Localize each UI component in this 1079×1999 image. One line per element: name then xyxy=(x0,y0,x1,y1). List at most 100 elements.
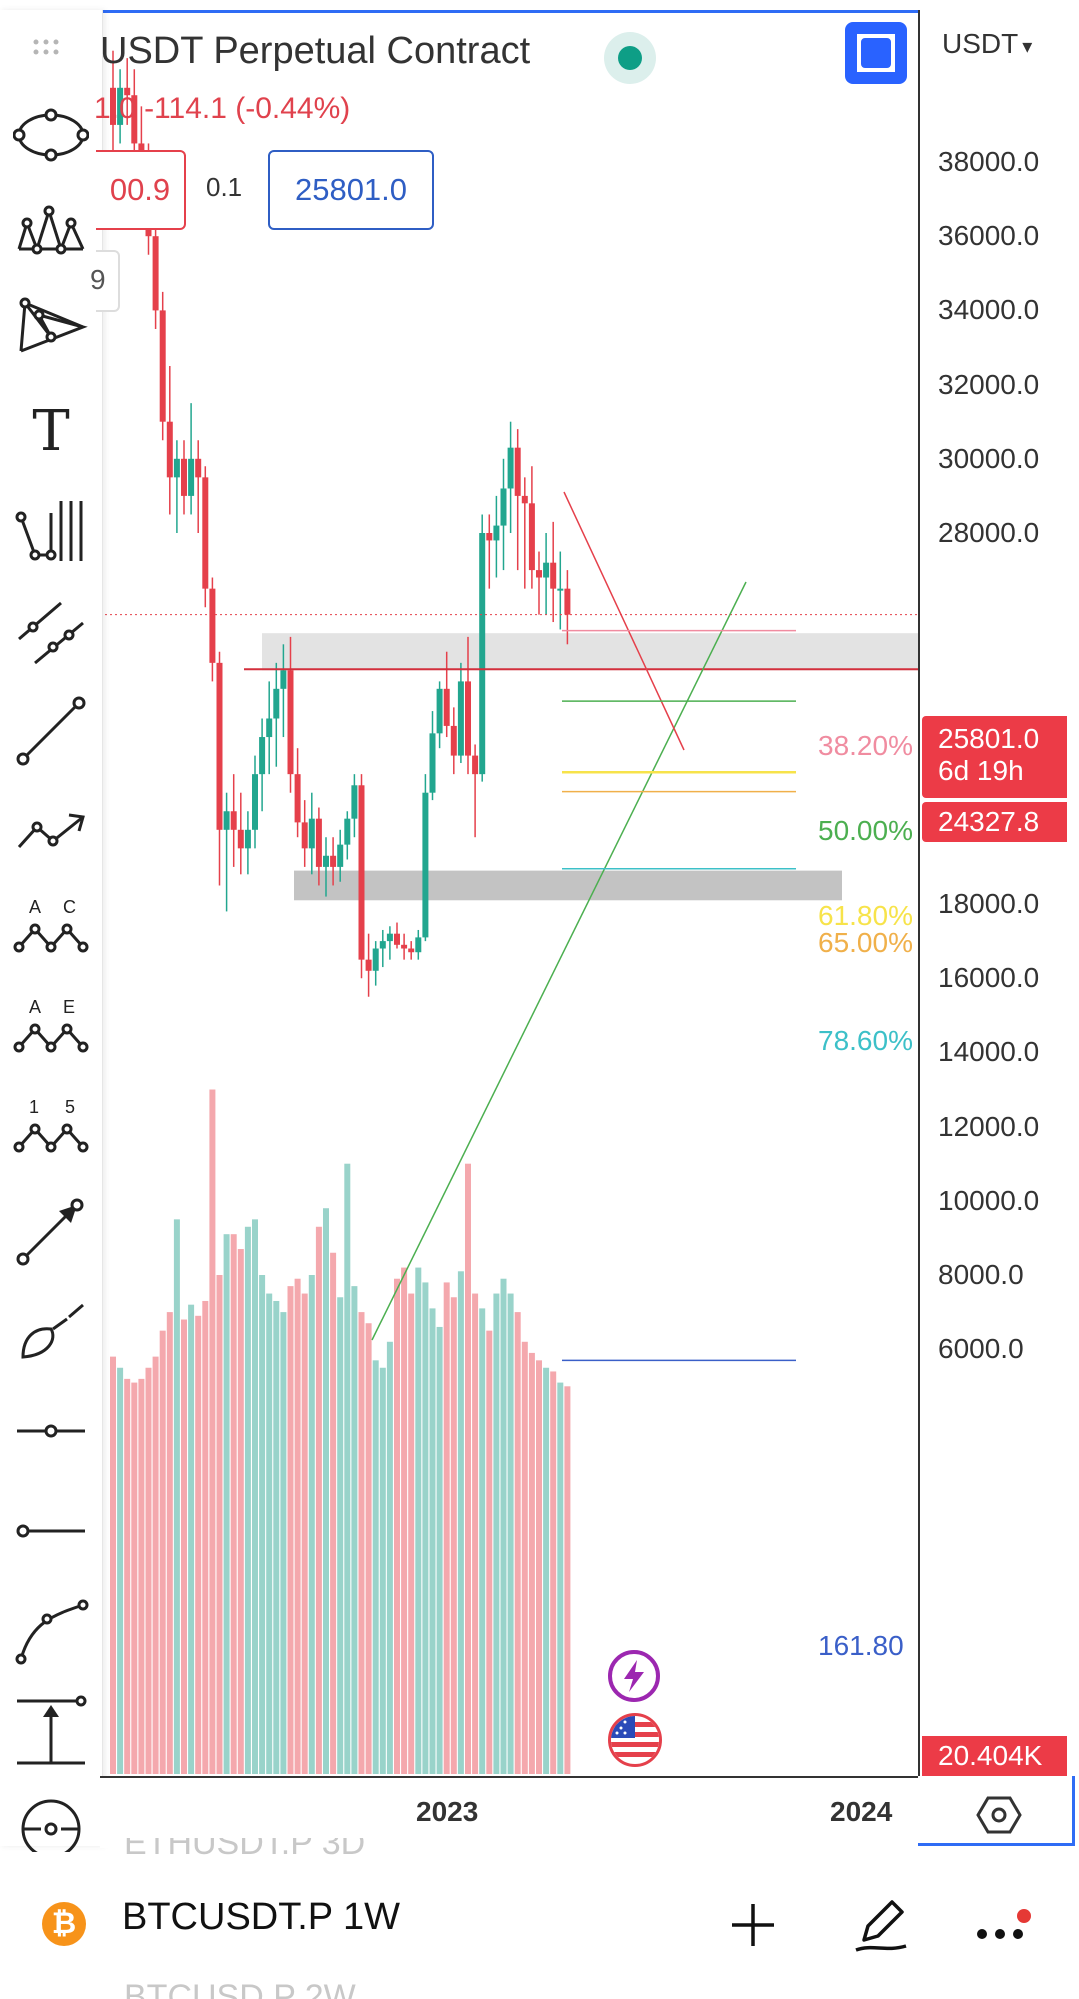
head-shoulders-tool-icon[interactable] xyxy=(10,190,92,272)
prev-symbol-row[interactable]: ETHUSDT.P 3D xyxy=(124,1838,365,1862)
ellipse-tool-icon[interactable] xyxy=(10,92,92,174)
horizontal-ray-tool-icon[interactable] xyxy=(10,1390,92,1472)
candle-body xyxy=(266,718,273,738)
more-dots-icon[interactable] xyxy=(974,1908,1036,1948)
volume-bar xyxy=(237,1249,244,1774)
volume-bar xyxy=(124,1378,131,1774)
buy-price: 25801.0 xyxy=(294,172,408,207)
price-chart[interactable] xyxy=(0,0,1079,1852)
candle-body xyxy=(131,95,138,144)
time-axis[interactable] xyxy=(100,1776,918,1848)
vertical-measure-tool-icon[interactable] xyxy=(10,1690,92,1772)
indicator-pill-text: 9 xyxy=(90,264,106,295)
indicator-pill[interactable]: 9 xyxy=(90,250,120,312)
volume-bar xyxy=(173,1219,180,1774)
volume-bar xyxy=(117,1367,124,1774)
fib-level-label: 61.80% xyxy=(818,900,913,931)
next-interval: 2W xyxy=(304,1978,356,1999)
volume-bar xyxy=(521,1341,528,1774)
interval-label: 1W xyxy=(343,1896,401,1938)
candle-body xyxy=(202,477,209,589)
plus-icon[interactable] xyxy=(728,1900,778,1950)
candle-body xyxy=(386,933,393,942)
currency-selector[interactable]: USDT ▾ xyxy=(942,28,1032,60)
volume-bar xyxy=(188,1304,195,1774)
horizontal-line-tool-icon[interactable] xyxy=(10,1490,92,1572)
brush-tool-icon[interactable] xyxy=(10,1290,92,1372)
candle-body xyxy=(351,785,358,819)
volume-bar xyxy=(543,1367,550,1774)
drag-handle-icon[interactable] xyxy=(30,36,70,60)
buy-price-button[interactable]: 25801.0 xyxy=(268,150,434,230)
candle-body xyxy=(408,948,415,953)
volume-bar xyxy=(166,1312,173,1774)
candle-body xyxy=(287,670,294,775)
volume-bar xyxy=(131,1382,138,1774)
arrow-tool-icon[interactable] xyxy=(10,1190,92,1272)
candle-body xyxy=(450,725,457,756)
candle-body xyxy=(301,822,308,849)
candle-body xyxy=(493,525,500,541)
candle-body xyxy=(443,688,450,726)
candle-body xyxy=(166,421,173,478)
volume-bar xyxy=(344,1163,351,1774)
level-price-label: 24327.8 xyxy=(938,806,1040,837)
next-symbol: BTCUSD.P xyxy=(124,1978,296,1999)
current-symbol[interactable]: BTCUSDT.P 1W xyxy=(122,1896,400,1939)
volume-bar xyxy=(195,1315,202,1774)
volume-bar xyxy=(287,1286,294,1774)
us-flag-icon[interactable] xyxy=(608,1713,662,1767)
volume-bar xyxy=(337,1297,344,1774)
volume-bar xyxy=(436,1326,443,1774)
settings-hexagon-icon[interactable] xyxy=(976,1792,1022,1838)
candle-body xyxy=(173,458,180,478)
y-tick-label: 36000.0 xyxy=(938,220,1040,252)
candle-body xyxy=(422,792,429,938)
y-tick-label: 28000.0 xyxy=(938,517,1040,548)
volume-bar xyxy=(351,1286,358,1774)
xabcd-pattern-tool-icon[interactable] xyxy=(10,282,92,364)
x-tick-2023: 2023 xyxy=(416,1796,479,1827)
volume-tag: 20.404K xyxy=(922,1736,1067,1776)
candle-body xyxy=(117,87,124,125)
volume-bar xyxy=(472,1293,479,1774)
bottom-symbol-bar: ETHUSDT.P 3D ₿ BTCUSDT.P 1W BTCUSD.P 2W xyxy=(0,1838,1079,1999)
candle-body xyxy=(209,588,216,663)
y-tick-label: 14000.0 xyxy=(938,1036,1040,1068)
volume-bar xyxy=(486,1330,493,1774)
level-price-tag: 24327.8 xyxy=(922,802,1067,842)
curve-tool-icon[interactable] xyxy=(10,1590,92,1672)
volume-bar xyxy=(422,1282,429,1774)
pen-icon[interactable] xyxy=(850,1894,910,1954)
next-symbol-row[interactable]: BTCUSD.P 2W xyxy=(124,1978,356,1999)
volume-bar xyxy=(323,1208,329,1774)
text-tool-letter: T xyxy=(32,398,70,464)
trend-line-tool-icon[interactable] xyxy=(10,690,92,772)
descending-trend-line xyxy=(563,491,685,751)
volume-bar xyxy=(223,1234,230,1774)
candle-body xyxy=(550,562,557,589)
price-axis[interactable] xyxy=(918,10,1077,1776)
candle-body xyxy=(252,774,258,830)
pitchfork-tool-icon[interactable] xyxy=(10,490,92,572)
candle-body xyxy=(472,755,479,775)
candle-body xyxy=(294,774,301,823)
candle-body xyxy=(486,533,493,541)
fullscreen-button[interactable] xyxy=(845,22,907,84)
candle-body xyxy=(110,87,116,125)
volume-bar xyxy=(394,1278,400,1774)
candle-body xyxy=(436,688,443,734)
flash-event-icon[interactable] xyxy=(608,1650,660,1702)
volume-bar xyxy=(500,1278,507,1774)
y-tick-label: 6000.0 xyxy=(938,1333,1024,1365)
volume-bar xyxy=(550,1371,557,1774)
candle-body xyxy=(500,488,507,526)
text-tool-icon[interactable]: T xyxy=(10,390,92,472)
volume-bar xyxy=(301,1293,308,1774)
sell-price-button[interactable]: 00.9 xyxy=(96,150,186,230)
polyline-arrow-tool-icon[interactable] xyxy=(10,788,92,870)
parallel-channel-tool-icon[interactable] xyxy=(10,592,92,674)
